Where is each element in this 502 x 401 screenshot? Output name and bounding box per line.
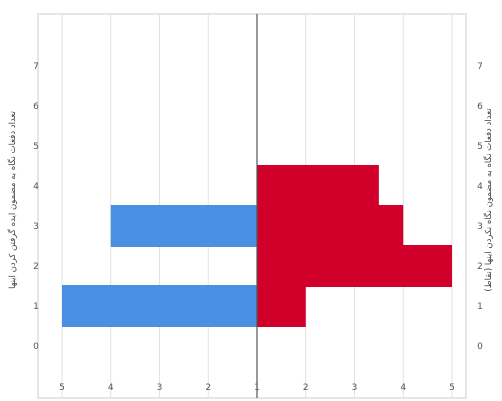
x-tick: 2 (303, 383, 309, 393)
y-tick-left: 3 (33, 222, 39, 232)
y-tick-left: 4 (33, 182, 39, 192)
bar-left-1 (62, 285, 257, 327)
plot-frame (37, 13, 467, 399)
y-tick-left: 7 (33, 62, 39, 72)
y-tick-right: 2 (477, 262, 483, 272)
y-tick-left: 1 (33, 302, 39, 312)
bar-right-2 (257, 245, 452, 287)
bar-left-3 (110, 205, 257, 247)
x-tick: 2 (205, 383, 211, 393)
x-tick: 4 (108, 383, 114, 393)
right-axis-title: تعداد دفعات نگاه به مضمون نگاه نکردن این… (483, 108, 494, 292)
y-tick-right: 6 (477, 102, 483, 112)
x-tick: 1 (254, 383, 260, 393)
y-tick-left: 0 (33, 342, 39, 352)
x-tick: 3 (352, 383, 358, 393)
y-tick-labels-left: 0 1 2 3 4 5 6 7 (33, 62, 39, 352)
bar-right-3 (257, 205, 404, 247)
y-tick-right: 4 (477, 182, 483, 192)
x-tick: 3 (157, 383, 163, 393)
y-tick-right: 3 (477, 222, 483, 232)
x-tick: 5 (59, 383, 65, 393)
bar-right-1 (257, 285, 306, 327)
bar-right-4 (257, 165, 379, 207)
y-tick-left: 5 (33, 142, 39, 152)
bars-layer (62, 165, 452, 327)
left-axis-title: تعداد دفعات نگاه به مضمون ایده گرفتن کرد… (7, 110, 18, 288)
y-tick-right: 7 (477, 62, 483, 72)
y-tick-right: 0 (477, 342, 483, 352)
y-tick-right: 1 (477, 302, 483, 312)
y-tick-left: 2 (33, 262, 39, 272)
y-tick-right: 5 (477, 142, 483, 152)
y-tick-labels-right: 0 1 2 3 4 5 6 7 (477, 62, 483, 352)
y-tick-left: 6 (33, 102, 39, 112)
x-tick-labels: 5 4 3 2 1 2 3 4 5 (59, 383, 455, 393)
x-tick: 5 (449, 383, 455, 393)
x-tick: 4 (400, 383, 406, 393)
